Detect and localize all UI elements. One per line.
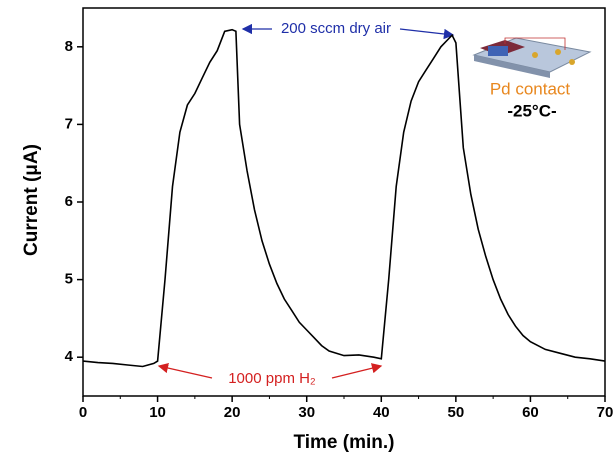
arrow bbox=[331, 363, 383, 379]
x-tick-label: 70 bbox=[597, 404, 614, 421]
annotation: -25°C- bbox=[507, 101, 556, 120]
arrow bbox=[399, 28, 455, 40]
x-tick-label: 0 bbox=[79, 404, 87, 421]
device-inset bbox=[472, 37, 592, 78]
y-tick-label: 6 bbox=[65, 193, 73, 210]
y-tick-label: 4 bbox=[65, 348, 74, 365]
x-tick-label: 10 bbox=[149, 404, 166, 421]
x-tick-label: 30 bbox=[298, 404, 315, 421]
y-axis-label: Current (μA) bbox=[21, 144, 42, 256]
x-axis-label: Time (min.) bbox=[294, 432, 395, 453]
annotation: Pd contact bbox=[490, 79, 571, 98]
x-tick-label: 50 bbox=[448, 404, 465, 421]
x-tick-label: 40 bbox=[373, 404, 390, 421]
annotation: 200 sccm dry air bbox=[281, 20, 391, 37]
y-tick-label: 8 bbox=[65, 38, 73, 55]
x-tick-label: 60 bbox=[522, 404, 539, 421]
arrow bbox=[157, 362, 213, 379]
y-tick-label: 7 bbox=[65, 115, 73, 132]
y-tick-label: 5 bbox=[65, 271, 73, 288]
x-tick-label: 20 bbox=[224, 404, 241, 421]
annotation: 1000 ppm H₂ bbox=[228, 370, 316, 387]
data-line bbox=[82, 28, 606, 368]
